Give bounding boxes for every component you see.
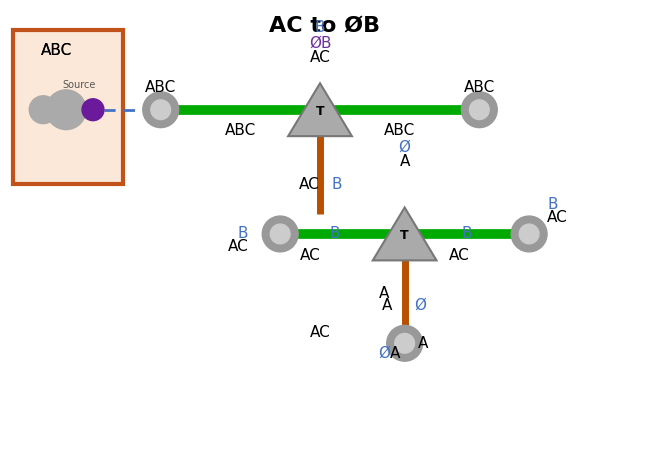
Text: ABC: ABC [40, 43, 72, 58]
Text: ABC: ABC [145, 80, 177, 95]
Text: ØB: ØB [309, 36, 331, 51]
Text: Source: Source [62, 80, 96, 90]
Circle shape [82, 99, 104, 121]
FancyBboxPatch shape [14, 30, 123, 184]
Text: AC: AC [228, 239, 249, 254]
Circle shape [271, 224, 290, 244]
Text: A: A [400, 154, 410, 169]
Circle shape [461, 92, 497, 128]
Circle shape [143, 92, 178, 128]
Circle shape [511, 216, 547, 252]
Circle shape [387, 326, 422, 361]
Text: ABC: ABC [40, 43, 72, 58]
Text: A: A [380, 286, 389, 301]
Polygon shape [288, 83, 352, 136]
Text: AC: AC [449, 248, 470, 263]
Text: B: B [315, 20, 325, 35]
Text: Ø: Ø [398, 139, 411, 154]
Circle shape [262, 216, 298, 252]
Circle shape [29, 96, 57, 123]
Text: Ø: Ø [378, 346, 389, 361]
Circle shape [519, 224, 539, 244]
Text: T: T [400, 229, 409, 242]
Text: B: B [330, 226, 341, 241]
Text: A: A [417, 336, 428, 351]
Text: B: B [461, 226, 472, 241]
Text: AC: AC [310, 326, 330, 340]
Text: ABC: ABC [384, 123, 415, 138]
Text: AC to ØB: AC to ØB [269, 15, 380, 35]
Text: B: B [238, 226, 249, 241]
Text: T: T [315, 105, 324, 118]
Text: AC: AC [310, 50, 330, 65]
Text: A: A [389, 346, 400, 361]
Text: ABC: ABC [463, 80, 495, 95]
Text: AC: AC [300, 248, 321, 263]
Circle shape [46, 90, 86, 129]
Text: A: A [382, 298, 393, 313]
Text: Ø: Ø [415, 298, 426, 313]
Text: AC: AC [299, 177, 320, 192]
Text: B: B [332, 177, 343, 192]
Text: ABC: ABC [225, 123, 256, 138]
Text: AC: AC [547, 210, 568, 225]
Circle shape [469, 100, 489, 119]
Text: B: B [547, 197, 557, 212]
Circle shape [395, 333, 415, 353]
Circle shape [151, 100, 171, 119]
Polygon shape [373, 207, 437, 261]
